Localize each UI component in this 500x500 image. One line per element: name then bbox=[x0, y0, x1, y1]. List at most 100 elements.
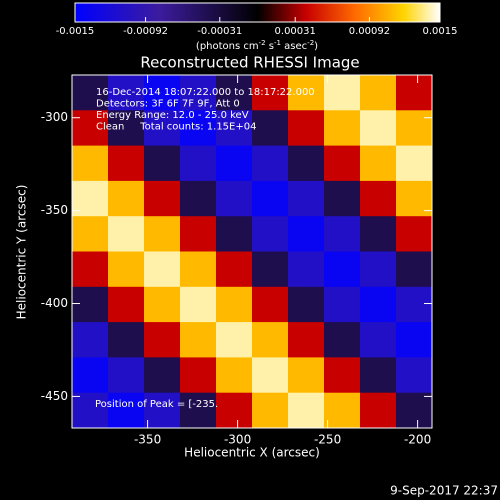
heatmap-cell bbox=[180, 251, 217, 288]
heatmap-cell bbox=[360, 145, 397, 182]
colorbar-label-part: -1 bbox=[274, 39, 281, 47]
heatmap-cell bbox=[72, 286, 109, 323]
heatmap-cell bbox=[72, 251, 109, 288]
chart-title: Reconstructed RHESSI Image bbox=[140, 54, 359, 72]
heatmap-cell bbox=[108, 216, 145, 252]
colorbar-tick-label: -0.00092 bbox=[123, 26, 168, 37]
heatmap-cell bbox=[360, 357, 397, 394]
heatmap-cell bbox=[324, 110, 361, 147]
colorbar-tick-label: 0.0015 bbox=[423, 26, 458, 37]
heatmap-cell bbox=[252, 392, 289, 429]
y-tick-label: -450 bbox=[41, 389, 68, 403]
heatmap-cell bbox=[288, 145, 325, 182]
heatmap-cell bbox=[72, 110, 109, 147]
heatmap-cell bbox=[360, 251, 397, 288]
heatmap-cell bbox=[360, 392, 397, 429]
heatmap-cell bbox=[288, 216, 325, 252]
heatmap-cell bbox=[396, 75, 433, 111]
heatmap-cell bbox=[72, 322, 109, 358]
colorbar-label-part: -2 bbox=[307, 39, 314, 47]
x-tick-label: -200 bbox=[404, 433, 431, 447]
peak-label: Position of Peak = [-235. bbox=[95, 399, 218, 410]
heatmap-cell bbox=[108, 251, 145, 288]
heatmap-cell bbox=[72, 216, 109, 252]
heatmap-cell bbox=[396, 216, 433, 252]
heatmap-cell bbox=[252, 180, 289, 217]
colorbar-tick-label: -0.00031 bbox=[197, 26, 242, 37]
heatmap-cell bbox=[324, 75, 361, 111]
colorbar-tick-label: 0.00031 bbox=[275, 26, 316, 37]
heatmap-cell bbox=[180, 357, 217, 394]
heatmap-cell bbox=[180, 322, 217, 358]
y-tick-label: -400 bbox=[41, 296, 68, 310]
colorbar-label-part: s bbox=[266, 41, 274, 52]
heatmap-cell bbox=[252, 110, 289, 147]
heatmap-cell bbox=[288, 357, 325, 394]
heatmap-cell bbox=[288, 75, 325, 111]
heatmap-cell bbox=[324, 251, 361, 288]
heatmap-cell bbox=[180, 286, 217, 323]
heatmap-cell bbox=[144, 392, 181, 429]
heatmap-cell bbox=[72, 75, 109, 111]
heatmap-cell bbox=[288, 392, 325, 429]
heatmap-cell bbox=[324, 216, 361, 252]
heatmap-cell bbox=[252, 216, 289, 252]
heatmap-cell bbox=[396, 357, 433, 394]
heatmap-cell bbox=[108, 357, 145, 394]
heatmap-cell bbox=[180, 145, 217, 182]
heatmap-cell bbox=[252, 145, 289, 182]
heatmap-cell bbox=[252, 322, 289, 358]
heatmap-cell bbox=[252, 251, 289, 288]
x-tick-label: -300 bbox=[224, 433, 251, 447]
heatmap-cell bbox=[288, 251, 325, 288]
x-axis-label: Heliocentric X (arcsec) bbox=[184, 446, 320, 460]
plot-frame bbox=[71, 74, 433, 429]
heatmap-cell bbox=[108, 322, 145, 358]
heatmap-cell bbox=[216, 180, 253, 217]
colorbar bbox=[74, 2, 441, 23]
heatmap-cell bbox=[288, 286, 325, 323]
heatmap-cell bbox=[144, 180, 181, 217]
heatmap-cell bbox=[216, 110, 253, 147]
heatmap-cell bbox=[144, 216, 181, 252]
heatmap-cell bbox=[144, 75, 181, 111]
colorbar-tick-label: 0.00092 bbox=[349, 26, 390, 37]
heatmap-cell bbox=[144, 110, 181, 147]
colorbar-tick-label: -0.0015 bbox=[56, 26, 95, 37]
colorbar-label-part: (photons cm bbox=[196, 41, 259, 52]
heatmap-cell bbox=[360, 286, 397, 323]
heatmap-cell bbox=[216, 322, 253, 358]
heatmap-cell bbox=[396, 286, 433, 323]
heatmap-cell bbox=[72, 180, 109, 217]
x-tick-label: -250 bbox=[314, 433, 341, 447]
heatmap-cell bbox=[396, 180, 433, 217]
heatmap-cell bbox=[144, 251, 181, 288]
heatmap-cell bbox=[216, 216, 253, 252]
heatmap-cell bbox=[144, 322, 181, 358]
heatmap-cell bbox=[360, 75, 397, 111]
colorbar-label: (photons cm-2 s-1 asec-2) bbox=[196, 39, 318, 52]
annotation: Energy Range: 12.0 - 25.0 keV bbox=[96, 110, 249, 121]
colorbar-label-part: -2 bbox=[259, 39, 266, 47]
heatmap-cell bbox=[252, 286, 289, 323]
heatmap-cell bbox=[144, 286, 181, 323]
heatmap-cell bbox=[180, 110, 217, 147]
heatmap-cell bbox=[360, 322, 397, 358]
annotation: Clean Total counts: 1.15E+04 bbox=[96, 122, 256, 133]
heatmap-cell bbox=[144, 357, 181, 394]
heatmap-cell bbox=[396, 322, 433, 358]
heatmap-cell bbox=[180, 216, 217, 252]
heatmap-cell bbox=[324, 145, 361, 182]
heatmap-cell bbox=[288, 180, 325, 217]
heatmap-cell bbox=[144, 145, 181, 182]
annotation: Detectors: 3F 6F 7F 9F, Att 0 bbox=[96, 99, 240, 110]
heatmap-cell bbox=[108, 145, 145, 182]
heatmap-cell bbox=[324, 322, 361, 358]
heatmap-cell bbox=[72, 392, 109, 429]
heatmap-cell bbox=[396, 392, 433, 429]
heatmap-cell bbox=[396, 110, 433, 147]
heatmap-cell bbox=[108, 75, 145, 111]
y-tick-label: -350 bbox=[41, 203, 68, 217]
heatmap-cell bbox=[108, 392, 145, 429]
